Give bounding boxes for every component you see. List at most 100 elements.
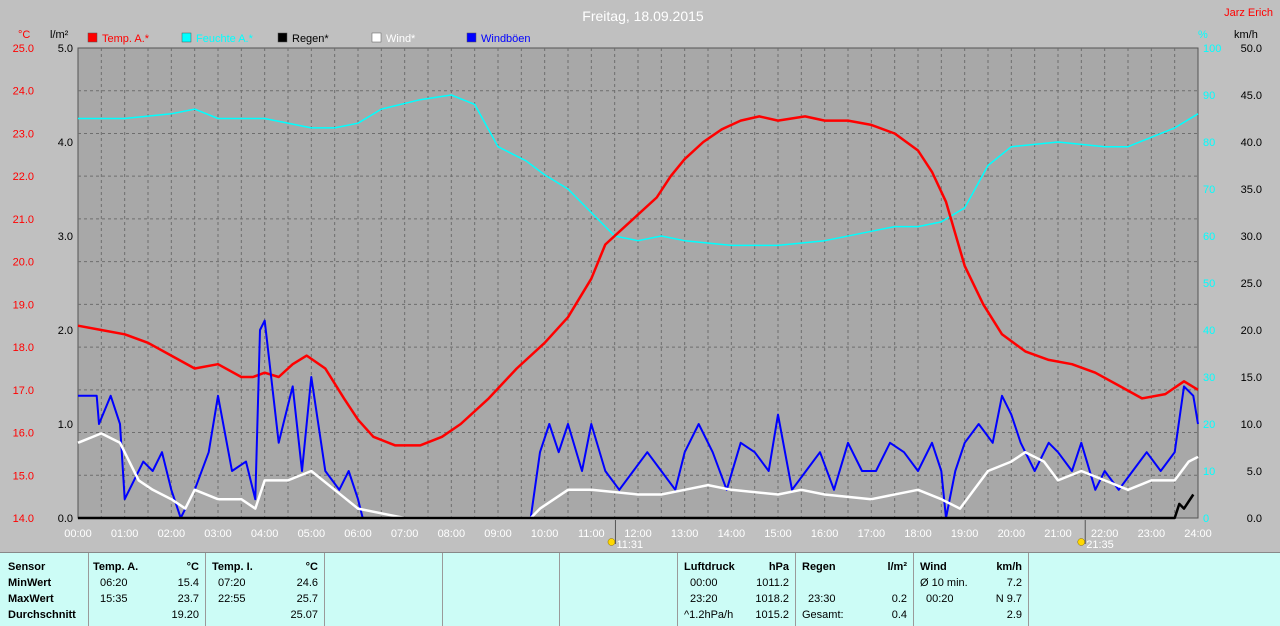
stats-wind-unit: km/h	[996, 561, 1022, 573]
stats-temp-i-unit: °C	[305, 561, 318, 573]
legend-label: Windböen	[481, 33, 531, 45]
stats-pressure-unit: hPa	[768, 561, 789, 573]
x-tick-label: 13:00	[671, 528, 699, 540]
stats-wind-avg-val: 7.2	[1006, 577, 1022, 589]
temp-tick-label: 21.0	[13, 214, 34, 226]
legend-label: Feuchte A.*	[196, 33, 254, 45]
legend-swatch	[277, 32, 288, 43]
humidity-tick-label: 10	[1203, 466, 1215, 478]
x-tick-label: 20:00	[998, 528, 1026, 540]
x-tick-label: 00:00	[64, 528, 92, 540]
stats-temp-a-min-time: 06:20	[100, 577, 128, 589]
humidity-unit-label: %	[1198, 29, 1208, 41]
x-tick-label: 12:00	[624, 528, 652, 540]
series-lines	[77, 94, 1199, 520]
legend-label: Regen*	[292, 33, 329, 45]
temp-tick-label: 17.0	[13, 385, 34, 397]
x-tick-label: 05:00	[298, 528, 326, 540]
axis-ticks: 25.0 24.0 23.0 22.0 21.0 20.0 19.0 18.0 17.0 16.0…	[13, 43, 1262, 540]
legend-swatch	[371, 32, 382, 43]
sun-icon	[607, 538, 616, 546]
stats-temp-a-max-val: 23.7	[177, 593, 199, 605]
x-tick-label: 14:00	[718, 528, 746, 540]
humidity-tick-label: 40	[1203, 325, 1215, 337]
stats-empty-col-1	[324, 553, 443, 626]
temp-tick-label: 15.0	[13, 470, 34, 482]
sun-time-label: 11:31	[616, 539, 643, 551]
x-tick-label: 22:00	[1091, 528, 1119, 540]
stats-temp-a-unit: °C	[186, 561, 199, 573]
rain-tick-label: 5.0	[58, 43, 73, 55]
x-tick-label: 17:00	[858, 528, 886, 540]
temp-tick-label: 14.0	[13, 513, 34, 525]
stats-rain-time: 23:30	[808, 593, 836, 605]
legend-label: Temp. A.*	[102, 33, 150, 45]
wind-tick-label: 15.0	[1241, 372, 1262, 384]
x-tick-label: 08:00	[438, 528, 466, 540]
wind-tick-label: 50.0	[1241, 43, 1262, 55]
x-tick-label: 21:00	[1044, 528, 1072, 540]
stats-rain-value: 0.2	[891, 593, 907, 605]
wind-tick-label: 10.0	[1241, 419, 1262, 431]
humidity-tick-label: 90	[1203, 90, 1215, 102]
sun-icon	[1077, 538, 1085, 546]
rain-tick-label: 4.0	[58, 137, 73, 149]
rain-unit-label: l/m²	[50, 29, 69, 41]
legend: Temp. A.* Feuchte A.* Regen* Wind* Windböen	[87, 32, 531, 45]
stats-temp-i-min-time: 07:20	[218, 577, 246, 589]
stats-wind-v3: 2.9	[1006, 609, 1022, 621]
stats-temp-a-min-val: 15.4	[177, 577, 199, 589]
series-line	[78, 94, 1199, 247]
humidity-tick-label: 50	[1203, 278, 1215, 290]
stats-max-label: MaxWert	[8, 593, 54, 605]
series-line	[78, 319, 1199, 519]
x-tick-label: 11:00	[578, 528, 605, 540]
rain-tick-label: 0.0	[58, 513, 73, 525]
x-tick-label: 01:00	[111, 528, 139, 540]
legend-label: Wind*	[386, 33, 416, 45]
stats-wind-col: Wind km/h Ø 10 min. 7.2 00:20 N 9.7 2.9	[913, 553, 1029, 626]
temp-tick-label: 22.0	[13, 171, 34, 183]
series-line	[77, 432, 1199, 520]
stats-wind-gust-val: N 9.7	[995, 593, 1022, 605]
legend-swatch	[466, 32, 477, 43]
sun-markers: 11:31 21:35	[607, 520, 1114, 551]
x-tick-label: 04:00	[251, 528, 279, 540]
x-tick-label: 07:00	[391, 528, 419, 540]
wind-tick-label: 35.0	[1241, 184, 1262, 196]
author-label: Jarz Erich	[1224, 7, 1273, 19]
x-tick-label: 15:00	[764, 528, 792, 540]
temp-tick-label: 24.0	[13, 86, 34, 98]
x-tick-label: 09:00	[484, 528, 512, 540]
series-line	[77, 115, 1199, 447]
humidity-tick-label: 80	[1203, 137, 1215, 149]
statistics-panel: Sensor MinWert MaxWert Durchschnitt Temp…	[0, 552, 1280, 626]
humidity-tick-label: 0	[1203, 513, 1209, 525]
stats-temp-i-header: Temp. I.	[212, 561, 253, 573]
x-tick-label: 19:00	[951, 528, 979, 540]
wind-tick-label: 20.0	[1241, 325, 1262, 337]
temp-unit-label: °C	[18, 29, 30, 41]
rain-tick-label: 2.0	[58, 325, 73, 337]
series-line	[78, 493, 1195, 520]
humidity-tick-label: 70	[1203, 184, 1215, 196]
stats-temp-i-max-val: 25.7	[296, 593, 318, 605]
stats-rain-total: 0.4	[891, 609, 907, 621]
stats-pressure-header: Luftdruck	[684, 561, 735, 573]
x-tick-label: 24:00	[1184, 528, 1212, 540]
stats-min-label: MinWert	[8, 577, 52, 589]
humidity-tick-label: 60	[1203, 231, 1215, 243]
temp-tick-label: 19.0	[13, 299, 34, 311]
stats-pressure-min-time: 00:00	[690, 577, 718, 589]
stats-empty-col-2	[442, 553, 560, 626]
stats-avg-label: Durchschnitt	[8, 609, 76, 621]
stats-rain-col: Regen l/m² 23:30 0.2 Gesamt: 0.4	[795, 553, 914, 626]
wind-tick-label: 25.0	[1241, 278, 1262, 290]
legend-swatch	[87, 32, 98, 43]
x-tick-label: 23:00	[1138, 528, 1166, 540]
sun-time-label: 21:35	[1086, 539, 1114, 551]
stats-pressure-max-time: 23:20	[690, 593, 718, 605]
wind-tick-label: 45.0	[1241, 90, 1262, 102]
x-tick-label: 06:00	[344, 528, 372, 540]
x-tick-label: 18:00	[904, 528, 932, 540]
